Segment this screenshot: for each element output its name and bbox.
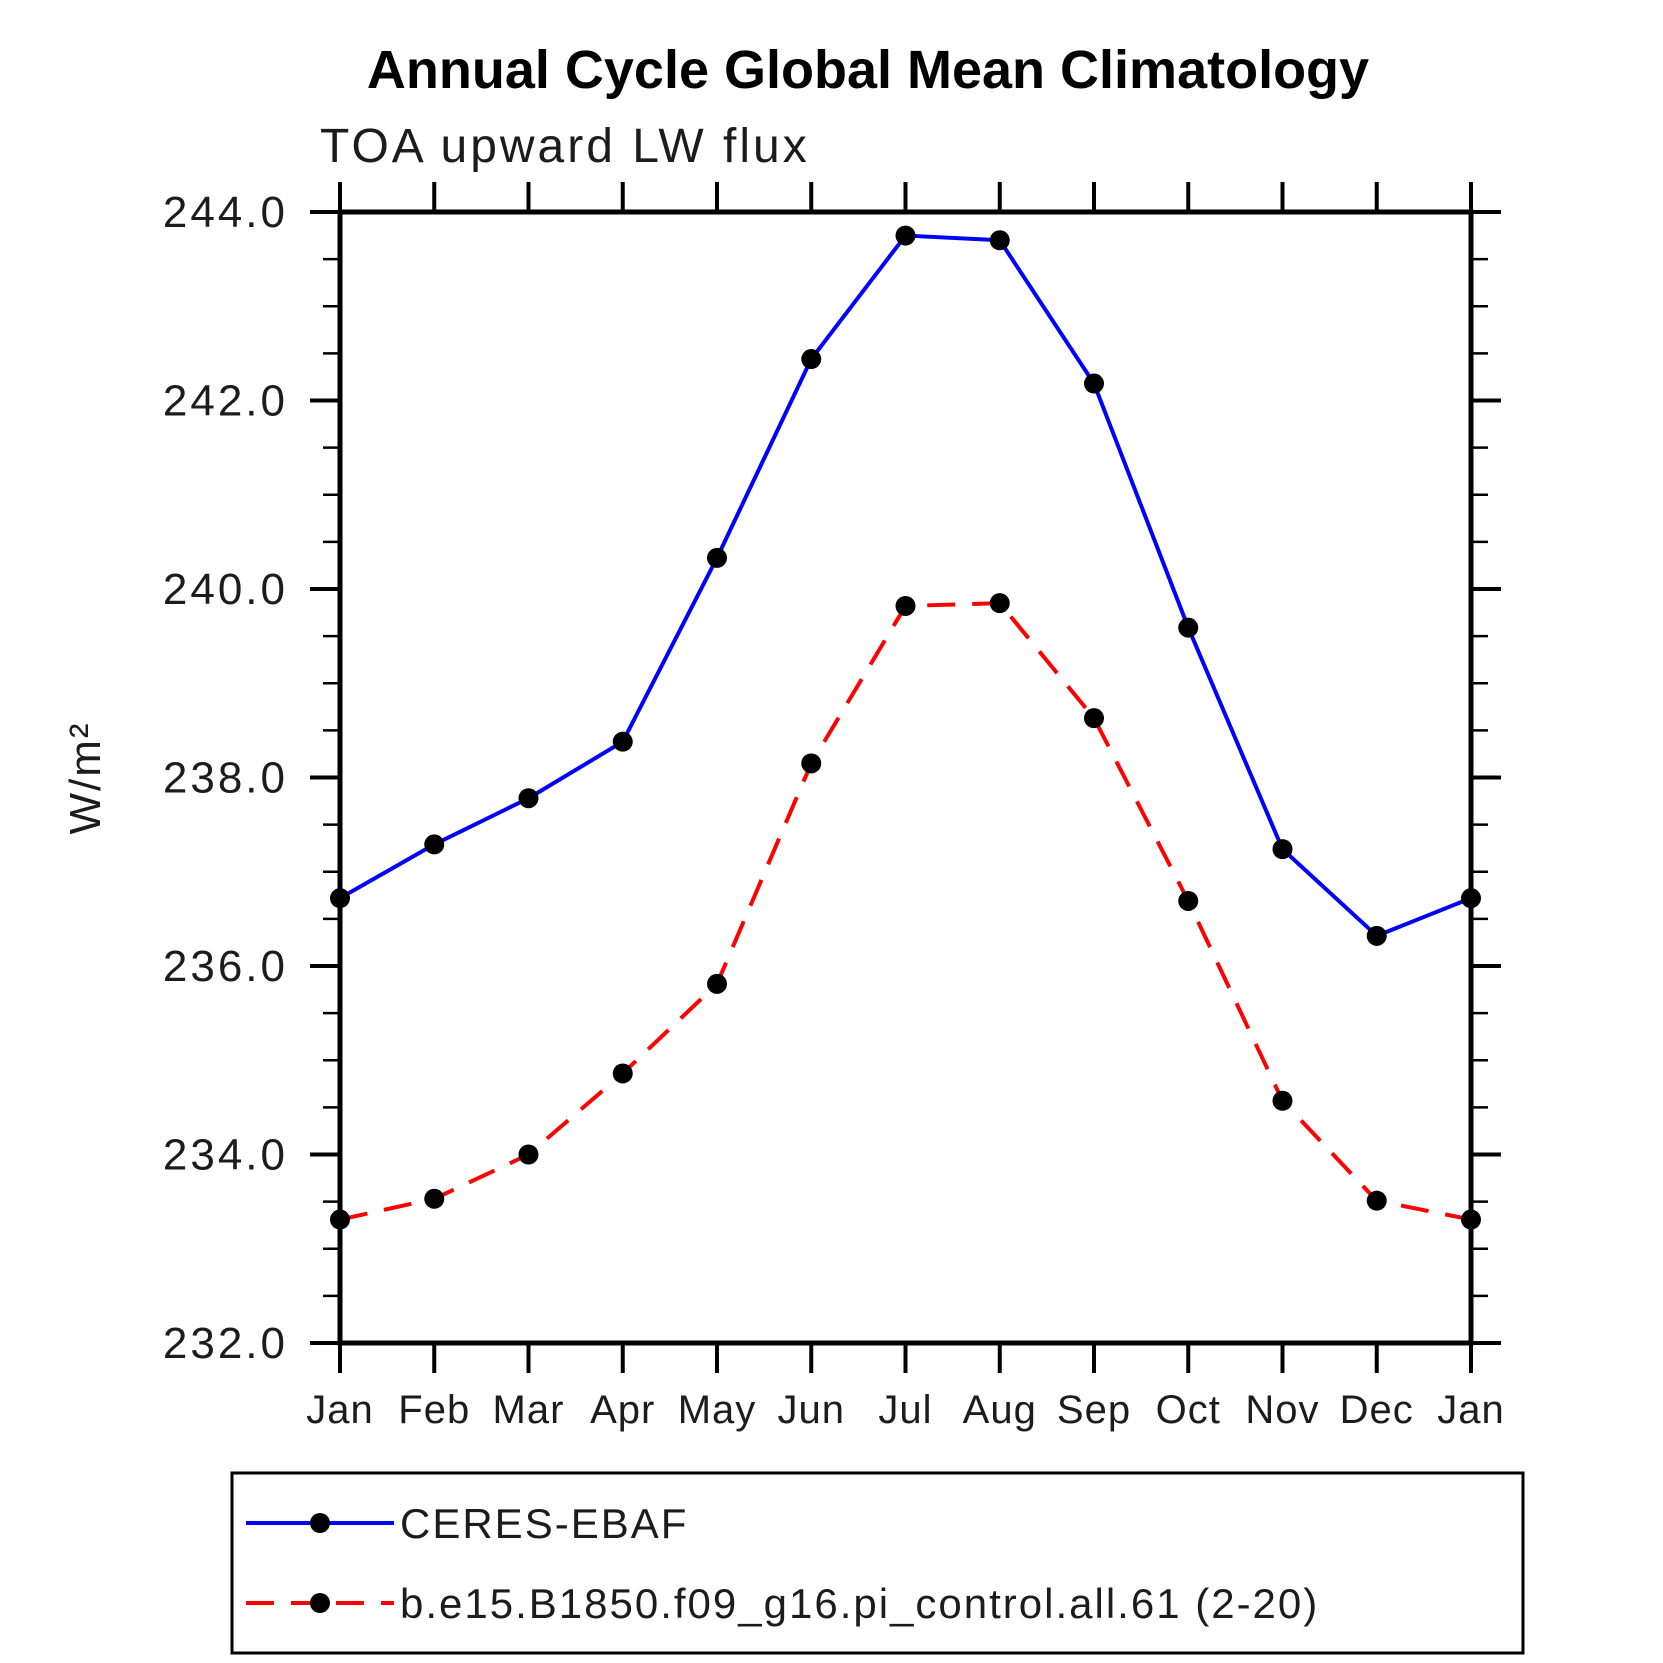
legend-label-ceres: CERES-EBAF (400, 1500, 688, 1547)
y-tick-label: 238.0 (163, 754, 288, 803)
x-tick-label: Jul (878, 1388, 932, 1432)
y-tick-label: 244.0 (163, 188, 288, 237)
data-point-marker (1084, 708, 1104, 729)
legend: CERES-EBAF b.e15.B1850.f09_g16.pi_contro… (230, 1471, 1525, 1655)
data-series (330, 225, 1481, 1230)
data-point-marker (1461, 888, 1481, 909)
data-point-marker (801, 753, 822, 774)
data-point-marker (801, 349, 822, 370)
data-point-marker (612, 1063, 633, 1084)
y-tick-label: 236.0 (163, 942, 288, 991)
x-tick-label: May (678, 1388, 757, 1432)
data-point-marker (1366, 1190, 1387, 1211)
y-tick-label: 240.0 (163, 565, 288, 614)
data-point-marker (1178, 890, 1199, 911)
legend-marker-icon (310, 1593, 330, 1613)
data-point-marker (1366, 925, 1387, 946)
y-tick-label: 242.0 (163, 377, 288, 426)
data-point-marker (424, 834, 445, 855)
x-tick-label: Feb (398, 1388, 470, 1432)
data-point-marker (989, 593, 1010, 614)
data-point-marker (895, 595, 916, 616)
x-tick-label: Aug (963, 1388, 1037, 1432)
series-line-1 (339, 601, 1472, 1222)
x-tick-label: Oct (1156, 1388, 1221, 1432)
y-axis-label: W/m² (61, 721, 110, 834)
data-point-marker (1461, 1209, 1481, 1230)
legend-label-model: b.e15.B1850.f09_g16.pi_control.all.61 (2… (400, 1580, 1319, 1627)
data-point-marker (1084, 373, 1104, 394)
chart-subtitle: TOA upward LW flux (320, 120, 810, 173)
data-point-marker (895, 225, 916, 246)
data-point-marker (518, 1144, 539, 1165)
y-tick-label: 234.0 (163, 1131, 288, 1180)
x-tick-label: Jun (778, 1388, 846, 1432)
legend-marker-icon (310, 1513, 330, 1533)
data-point-marker (707, 973, 727, 994)
x-tick-label: Mar (493, 1388, 565, 1432)
data-point-marker (330, 1209, 350, 1230)
data-point-marker (1272, 1090, 1293, 1111)
x-tick-label: Dec (1340, 1388, 1414, 1432)
legend-box (230, 1471, 1525, 1655)
data-point-marker (1178, 617, 1199, 638)
data-point-marker (707, 547, 727, 568)
data-point-marker (1272, 839, 1293, 860)
series-line-0 (339, 233, 1472, 938)
plot-frame (337, 209, 1474, 1346)
plot-axes: 244.0 242.0 240.0 238.0 236.0 234.0 232.0 Jan Fe… (163, 182, 1505, 1432)
x-tick-label: Jan (1437, 1388, 1505, 1432)
data-point-marker (518, 788, 539, 809)
x-tick-label: Apr (590, 1388, 655, 1432)
data-point-marker (989, 230, 1010, 251)
chart-title: Annual Cycle Global Mean Climatology (367, 40, 1369, 100)
x-tick-label: Nov (1245, 1388, 1319, 1432)
data-point-marker (330, 888, 350, 909)
data-point-marker (612, 731, 633, 752)
x-tick-label: Sep (1057, 1388, 1131, 1432)
y-tick-label: 232.0 (163, 1319, 288, 1368)
data-point-marker (424, 1188, 445, 1209)
x-tick-label: Jan (306, 1388, 374, 1432)
